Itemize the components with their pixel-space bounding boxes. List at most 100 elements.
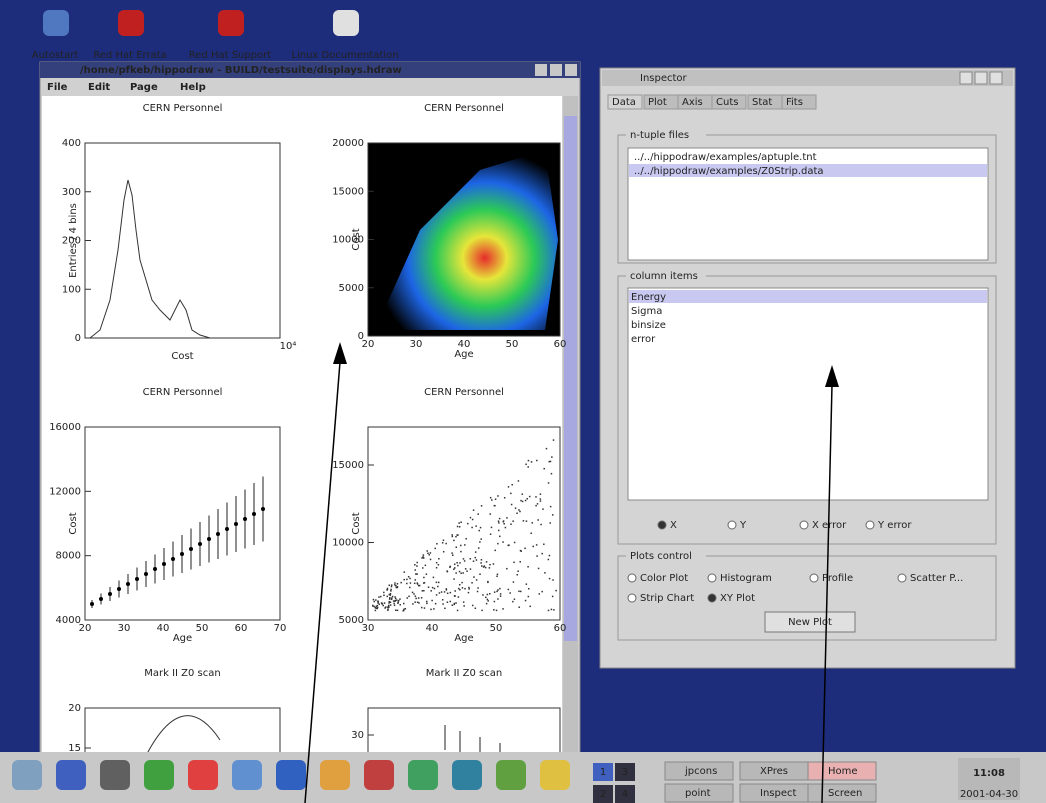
launcher-icon[interactable] (496, 760, 526, 790)
radio[interactable] (800, 521, 808, 529)
scatter-point (383, 592, 385, 594)
scatter-point (508, 544, 510, 546)
scatter-point (522, 493, 524, 495)
radio[interactable] (898, 574, 906, 582)
scatter-point (509, 592, 511, 594)
scatter-point (446, 589, 448, 591)
desktop-icon[interactable] (218, 10, 244, 36)
scatter-point (528, 588, 530, 590)
radio[interactable] (866, 521, 874, 529)
scatter-point (470, 558, 472, 560)
launcher-icon[interactable] (364, 760, 394, 790)
launcher-icon[interactable] (12, 760, 42, 790)
scatter-point (422, 567, 424, 569)
radio[interactable] (708, 574, 716, 582)
scatter-point (462, 587, 464, 589)
scatter-point (475, 608, 477, 610)
desktop-icon[interactable] (118, 10, 144, 36)
scatter-point (531, 461, 533, 463)
scatter-point (480, 538, 482, 540)
window-button[interactable] (565, 64, 577, 76)
scatter-point (403, 579, 405, 581)
window-button[interactable] (550, 64, 562, 76)
scatter-point (390, 590, 392, 592)
scatter-point (458, 522, 460, 524)
launcher-icon[interactable] (408, 760, 438, 790)
scatter-point (543, 544, 545, 546)
scatter-point (409, 578, 411, 580)
scatter-point (414, 564, 416, 566)
scatter-point (494, 601, 496, 603)
scatter-point (383, 605, 385, 607)
pager-label: 1 (600, 767, 606, 778)
scatter-point (387, 588, 389, 590)
tab-label: Data (612, 97, 636, 108)
launcher-icon[interactable] (232, 760, 262, 790)
scatter-point (415, 569, 417, 571)
scatter-point (459, 571, 461, 573)
launcher-icon[interactable] (100, 760, 130, 790)
scatter-point (551, 473, 553, 475)
scatter-point (497, 598, 499, 600)
desktop-icon[interactable] (43, 10, 69, 36)
scatter-point (418, 602, 420, 604)
window-button[interactable] (535, 64, 547, 76)
scatter-point (470, 568, 472, 570)
scatter-point (457, 526, 459, 528)
scatter-point (506, 517, 508, 519)
scatter-point (481, 565, 483, 567)
list-box (628, 288, 988, 500)
launcher-icon[interactable] (452, 760, 482, 790)
radio[interactable] (728, 521, 736, 529)
scatter-point (431, 600, 433, 602)
launcher-icon[interactable] (188, 760, 218, 790)
window-button[interactable] (990, 72, 1002, 84)
scatter-point (542, 508, 544, 510)
scatter-point (487, 594, 489, 596)
radio[interactable] (658, 521, 666, 529)
launcher-icon[interactable] (144, 760, 174, 790)
scatter-point (457, 610, 459, 612)
scatter-point (497, 574, 499, 576)
radio[interactable] (810, 574, 818, 582)
list-item: Energy (631, 292, 666, 303)
point (252, 512, 256, 516)
scatter-point (475, 557, 477, 559)
scatter-point (498, 530, 500, 532)
window-button[interactable] (975, 72, 987, 84)
scatter-point (517, 570, 519, 572)
point (261, 507, 265, 511)
scatter-point (461, 582, 463, 584)
point (126, 582, 130, 586)
scatter-point (413, 593, 415, 595)
radio[interactable] (708, 594, 716, 602)
window-title: Inspector (640, 73, 688, 84)
plot-title: Mark II Z0 scan (144, 668, 220, 679)
scatter-point (443, 551, 445, 553)
launcher-icon[interactable] (56, 760, 86, 790)
radio[interactable] (628, 574, 636, 582)
scatter-point (426, 573, 428, 575)
scatter-point (549, 578, 551, 580)
y-axis-label: Entries / 4 bins (68, 203, 79, 278)
scroll-thumb[interactable] (564, 116, 577, 641)
scatter-point (540, 500, 542, 502)
scatter-point (447, 571, 449, 573)
page: AutostartRed Hat ErrataRed Hat SupportLi… (0, 0, 1046, 803)
menu-item: Help (180, 82, 206, 93)
scatter-point (498, 520, 500, 522)
scatter-point (373, 599, 375, 601)
launcher-icon[interactable] (540, 760, 570, 790)
launcher-icon[interactable] (276, 760, 306, 790)
x-tick-label: 50 (506, 339, 519, 350)
scatter-point (434, 548, 436, 550)
window-button[interactable] (960, 72, 972, 84)
radio-label: Histogram (720, 573, 772, 584)
launcher-icon[interactable] (320, 760, 350, 790)
x-tick-label: 20 (79, 623, 92, 634)
scatter-point (477, 513, 479, 515)
scatter-point (428, 586, 430, 588)
desktop-icon[interactable] (333, 10, 359, 36)
scatter-point (417, 582, 419, 584)
radio[interactable] (628, 594, 636, 602)
